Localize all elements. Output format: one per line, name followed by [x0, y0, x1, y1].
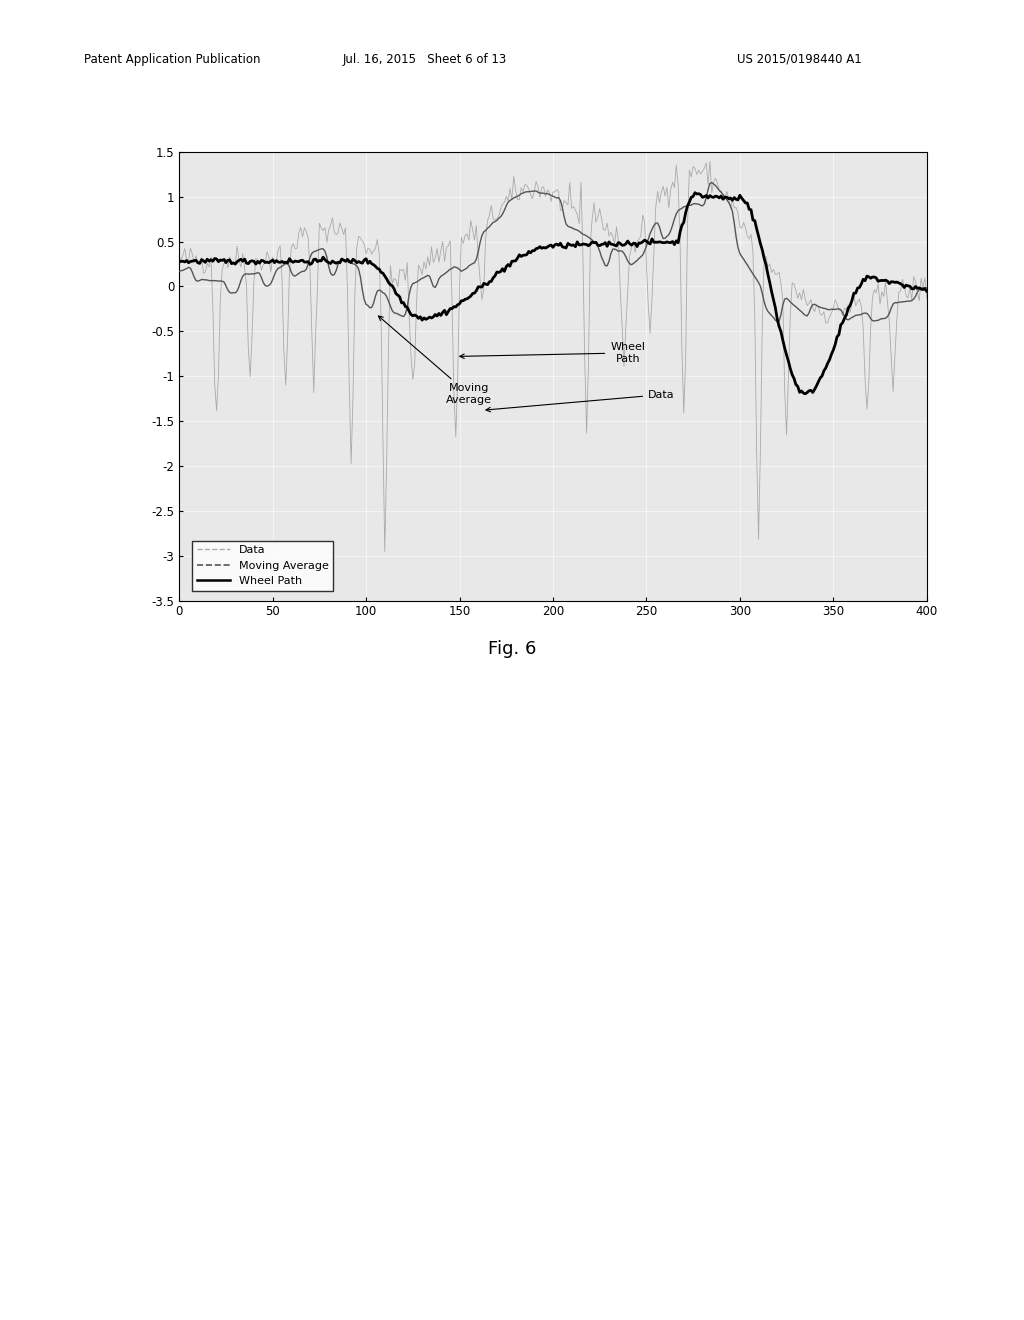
Wheel Path	[689, 185, 701, 201]
Moving Average	[706, 174, 718, 190]
Moving Average	[442, 263, 455, 279]
Text: Patent Application Publication: Patent Application Publication	[84, 53, 260, 66]
Text: Data: Data	[486, 389, 675, 412]
Text: Fig. 6: Fig. 6	[487, 640, 537, 659]
Data	[379, 544, 391, 560]
Wheel Path	[649, 235, 662, 251]
Text: Moving
Average: Moving Average	[379, 315, 492, 405]
Data	[551, 182, 563, 198]
Moving Average	[649, 215, 662, 231]
Wheel Path	[723, 191, 735, 207]
Moving Average	[549, 189, 561, 205]
Wheel Path	[583, 238, 595, 253]
Wheel Path	[799, 385, 811, 401]
Legend: Data, Moving Average, Wheel Path: Data, Moving Average, Wheel Path	[193, 541, 333, 590]
Data	[444, 232, 457, 248]
Line: Data: Data	[179, 161, 927, 552]
Data	[584, 236, 596, 252]
Line: Moving Average: Moving Average	[179, 182, 927, 322]
Wheel Path	[270, 252, 283, 268]
Wheel Path	[173, 255, 185, 271]
Text: Wheel
Path: Wheel Path	[460, 342, 645, 364]
Moving Average	[583, 230, 595, 246]
Data	[173, 248, 185, 264]
Text: Jul. 16, 2015   Sheet 6 of 13: Jul. 16, 2015 Sheet 6 of 13	[343, 53, 507, 66]
Text: US 2015/0198440 A1: US 2015/0198440 A1	[737, 53, 862, 66]
Data	[270, 253, 283, 269]
Moving Average	[771, 314, 783, 330]
Moving Average	[173, 264, 185, 280]
Data	[724, 201, 736, 216]
Line: Wheel Path: Wheel Path	[179, 193, 927, 393]
Data	[651, 183, 664, 199]
Moving Average	[723, 194, 735, 210]
Wheel Path	[442, 304, 455, 319]
Moving Average	[270, 263, 283, 279]
Moving Average	[921, 280, 933, 296]
Data	[921, 290, 933, 306]
Wheel Path	[549, 236, 561, 252]
Wheel Path	[921, 284, 933, 300]
Data	[703, 153, 716, 169]
